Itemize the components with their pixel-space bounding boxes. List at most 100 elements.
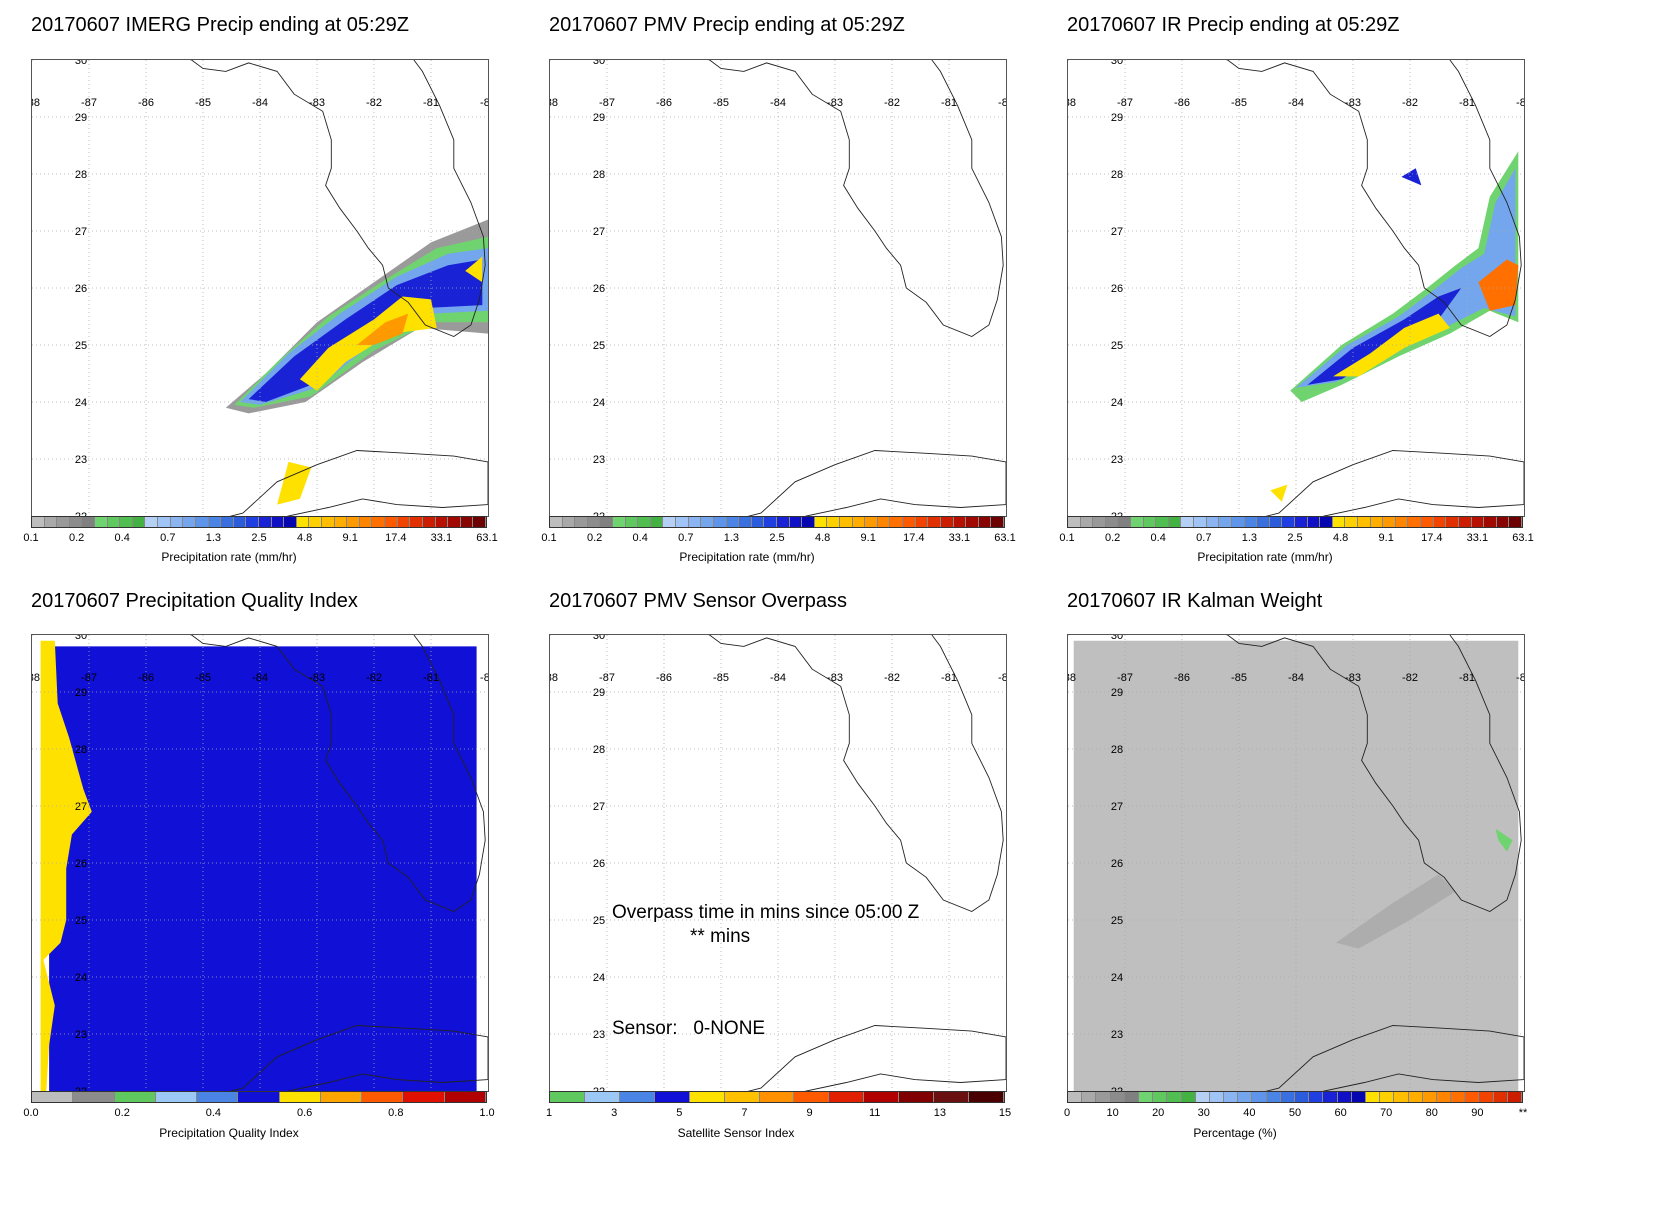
colorbar-swatch (1181, 1092, 1196, 1102)
lon-label: -81 (1459, 672, 1475, 684)
colorbar-ir-precip (1067, 516, 1523, 528)
colorbar-swatch (864, 1092, 900, 1102)
lon-label: -87 (599, 672, 615, 684)
colorbar-swatch (1194, 517, 1207, 527)
colorbar-kalman-weight (1067, 1091, 1523, 1103)
colorbar-swatch (1231, 517, 1245, 527)
lon-label: -84 (770, 672, 786, 684)
colorbar-swatch (145, 517, 159, 527)
colorbar-swatch (1395, 517, 1409, 527)
colorbar-tick-label: 4.8 (814, 532, 831, 544)
lon-label: -81 (941, 97, 957, 109)
colorbar-swatch (473, 517, 486, 527)
lat-label: 23 (593, 454, 605, 466)
lon-label: -81 (423, 672, 439, 684)
colorbar-tick-label: 0.6 (296, 1107, 313, 1119)
lon-label: -80 (1516, 97, 1524, 109)
map-canvas: -88 -87 -86 -85 -84 -83 -82 -81 -80 30 29 28 27 26 25 2… (32, 635, 488, 1091)
map-kalman-weight: -88 -87 -86 -85 -84 -83 -82 -81 -80 30 29 28 27 26 25 2… (1067, 634, 1525, 1092)
colorbar-swatch (155, 1092, 198, 1102)
colorbar-ticks: 0.0 0.2 0.4 0.6 0.8 1.0 (23, 1107, 494, 1123)
colorbar-swatch (899, 1092, 935, 1102)
coastline-florida (1068, 60, 1522, 338)
colorbar-ticks: 0.1 0.2 0.4 0.7 1.3 2.5 4.8 9.1 17.4 33.1 63.1 (23, 532, 497, 548)
precip-field (1478, 259, 1519, 311)
colorbar-swatch (385, 517, 398, 527)
colorbar-swatch (410, 517, 423, 527)
lat-label: 27 (75, 801, 87, 813)
colorbar-swatch (1479, 1092, 1494, 1102)
lat-label: 22 (593, 1086, 605, 1091)
colorbar-swatch (322, 517, 335, 527)
coastline-cuba (1265, 450, 1524, 516)
colorbar-tick-label: 30 (1197, 1107, 1210, 1119)
lon-label: -83 (827, 97, 843, 109)
lat-label: 30 (593, 60, 605, 67)
colorbar-ticks: 0 10 20 30 40 50 60 70 80 90 ** (1064, 1107, 1527, 1123)
colorbar-swatch (1496, 517, 1510, 527)
lat-label: 30 (1111, 60, 1123, 67)
colorbar-swatch (1167, 1092, 1182, 1102)
lat-label: 29 (75, 112, 87, 124)
colorbar-swatch (114, 1092, 156, 1102)
colorbar-swatch (789, 517, 803, 527)
colorbar-swatch (940, 517, 954, 527)
lon-label: -87 (81, 97, 97, 109)
colorbar-swatch (359, 517, 373, 527)
lat-label: 24 (75, 397, 87, 409)
colorbar-tick-label: 70 (1380, 1107, 1393, 1119)
lat-label: 27 (1111, 801, 1123, 813)
colorbar-swatch (1484, 517, 1497, 527)
colorbar-tick-label: 15 (998, 1107, 1012, 1119)
colorbar-tick-label: 1.3 (1241, 532, 1258, 544)
colorbar-tick-label: ** (1518, 1107, 1528, 1119)
lon-label: -88 (550, 97, 558, 109)
colorbar-swatch (1238, 1092, 1253, 1102)
colorbar-swatch (934, 1092, 970, 1102)
colorbar-swatch (619, 1092, 655, 1102)
lon-label: -86 (1174, 672, 1190, 684)
lon-label: -88 (32, 97, 40, 109)
lon-label: -81 (941, 672, 957, 684)
colorbar-tick-label: 50 (1288, 1107, 1302, 1119)
colorbar-tick-label: 4.8 (1332, 532, 1349, 544)
colorbar-swatch (1422, 1092, 1437, 1102)
colorbar-swatch (1465, 1092, 1480, 1102)
colorbar-swatch (726, 517, 740, 527)
colorbar-tick-label: 0.4 (632, 532, 648, 544)
coastline-florida (1068, 635, 1522, 913)
coastline-florida (32, 635, 486, 913)
colorbar-tick-label: 33.1 (948, 532, 971, 544)
lon-label: -86 (656, 97, 672, 109)
colorbar-label: Precipitation Quality Index (159, 1126, 299, 1140)
colorbar-swatch (1370, 517, 1384, 527)
lon-label: -84 (1288, 97, 1304, 109)
lat-label: 22 (75, 1086, 87, 1091)
colorbar-swatch (654, 1092, 690, 1102)
colorbar-tick-label: 20 (1152, 1107, 1165, 1119)
colorbar-swatch (1105, 517, 1119, 527)
lon-label: -87 (1117, 97, 1133, 109)
colorbar-swatch (676, 517, 689, 527)
lat-label: 22 (1111, 1086, 1123, 1091)
overpass-time-text: Overpass time in mins since 05:00 Z (612, 902, 920, 923)
lat-label: 26 (1111, 858, 1123, 870)
lat-label: 28 (593, 744, 605, 756)
colorbar-swatch (1433, 517, 1447, 527)
lon-label: -88 (1068, 97, 1076, 109)
precip-field (1073, 640, 1519, 1091)
colorbar-swatch (701, 517, 714, 527)
colorbar-swatch (1244, 517, 1258, 527)
map-canvas: -88 -87 -86 -85 -84 -83 -82 -81 -80 30 29 28 27 26 25 2… (32, 60, 488, 516)
colorbar-swatch (776, 517, 790, 527)
lon-label: -86 (656, 672, 672, 684)
colorbar-tick-label: 0.7 (160, 532, 176, 544)
colorbar-swatch (1493, 1092, 1508, 1102)
colorbar-tick-label: 33.1 (1466, 532, 1489, 544)
colorbar-swatch (1383, 517, 1396, 527)
lon-label: -86 (138, 672, 154, 684)
lon-label: -85 (195, 97, 211, 109)
colorbar-swatch (1345, 517, 1359, 527)
colorbar-swatch (638, 517, 651, 527)
colorbar-swatch (95, 517, 108, 527)
